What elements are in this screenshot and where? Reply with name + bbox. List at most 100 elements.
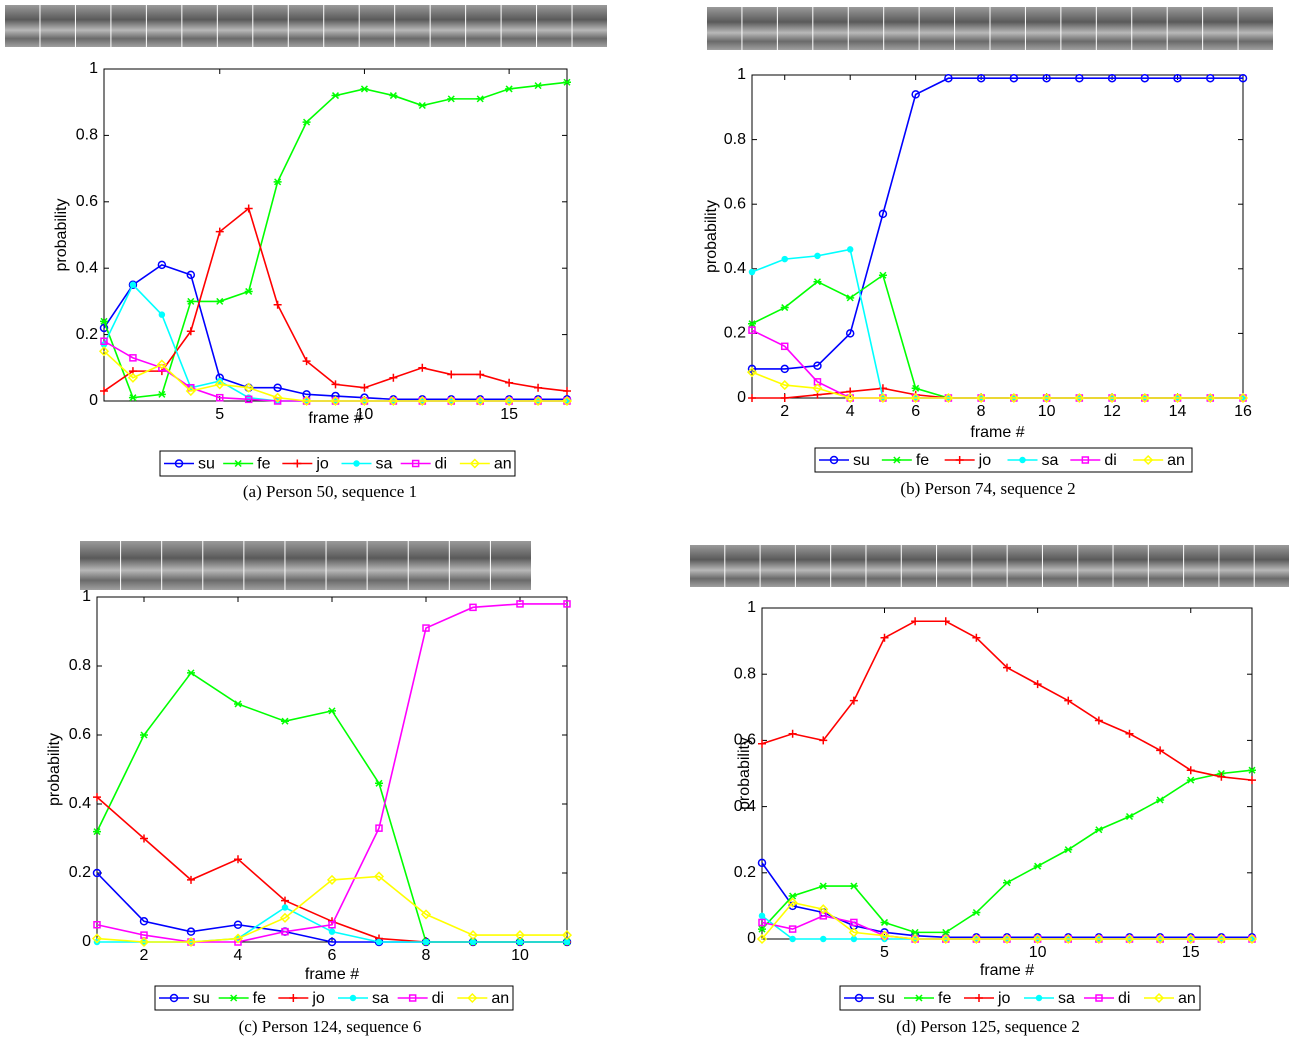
y-tick-label: 1	[737, 66, 746, 83]
marker	[880, 633, 889, 642]
marker	[972, 633, 981, 642]
marker	[140, 731, 148, 739]
marker	[780, 364, 789, 374]
face-image	[253, 5, 288, 47]
marker	[375, 824, 383, 832]
legend-label: jo	[978, 452, 992, 469]
x-tick-label: 15	[500, 406, 518, 423]
marker	[849, 696, 858, 705]
marker	[98, 346, 110, 357]
marker	[758, 739, 766, 748]
marker	[447, 95, 456, 103]
legend-label: fe	[938, 990, 951, 1007]
marker	[1124, 933, 1135, 945]
marker	[848, 927, 859, 938]
face-image	[1042, 545, 1078, 587]
marker	[100, 387, 108, 396]
marker	[467, 930, 479, 941]
x-tick-label: 4	[234, 947, 243, 964]
legend-label: fe	[253, 990, 266, 1007]
marker	[447, 370, 456, 379]
marker	[411, 459, 420, 468]
marker	[563, 938, 571, 946]
face-image	[408, 541, 449, 590]
marker	[1238, 73, 1248, 83]
marker	[91, 933, 103, 944]
marker	[1095, 994, 1103, 1002]
marker	[1237, 392, 1249, 404]
face-image	[80, 541, 121, 590]
legend-label: di	[435, 456, 447, 473]
y-tick-label: 0	[737, 389, 746, 406]
face-image	[777, 7, 813, 50]
marker	[186, 270, 196, 280]
marker	[1042, 73, 1051, 83]
legend-label: fe	[916, 452, 929, 469]
face-image	[725, 545, 760, 587]
marker	[215, 297, 224, 305]
face-image	[324, 5, 359, 47]
legend-label: an	[1178, 990, 1196, 1007]
marker	[1172, 392, 1183, 404]
marker	[941, 928, 950, 936]
marker	[158, 311, 166, 318]
marker	[879, 930, 890, 941]
y-tick-label: 0.6	[734, 732, 756, 749]
marker	[1003, 879, 1011, 887]
marker	[467, 992, 478, 1004]
marker	[941, 617, 950, 626]
marker	[820, 935, 827, 943]
y-tick-label: 0.2	[734, 864, 756, 881]
marker	[1107, 392, 1118, 404]
y-tick-label: 0.8	[734, 665, 756, 682]
x-tick-label: 8	[977, 403, 986, 420]
marker	[418, 101, 427, 110]
face-image	[1184, 545, 1219, 587]
face-image	[1238, 7, 1273, 50]
x-tick-label: 10	[1038, 403, 1056, 420]
x-axis-label: frame #	[970, 424, 1024, 441]
marker	[910, 392, 921, 404]
face-image	[326, 541, 367, 590]
marker	[187, 669, 195, 677]
legend-box	[839, 985, 1201, 1011]
marker	[1173, 73, 1182, 83]
marker	[1019, 456, 1026, 464]
marker	[1156, 796, 1165, 804]
marker	[880, 918, 889, 926]
marker	[185, 936, 197, 948]
marker	[302, 357, 311, 366]
legend-label: sa	[1058, 990, 1075, 1007]
marker	[748, 394, 756, 402]
marker	[915, 994, 923, 1002]
y-tick-label: 0	[89, 392, 98, 409]
marker	[476, 95, 485, 103]
marker	[100, 337, 108, 345]
face-image	[919, 7, 955, 50]
marker	[911, 384, 920, 392]
marker	[563, 600, 571, 608]
marker	[845, 392, 856, 404]
marker	[814, 252, 821, 260]
marker	[780, 394, 789, 402]
marker	[215, 227, 224, 236]
x-tick-label: 15	[1182, 944, 1200, 961]
series-line	[752, 77, 1243, 370]
x-axis-label: frame #	[305, 966, 359, 983]
y-tick-label: 0.2	[724, 325, 746, 342]
marker	[779, 380, 790, 391]
marker	[781, 255, 788, 263]
marker	[1185, 933, 1196, 945]
marker	[187, 875, 195, 884]
marker	[1125, 729, 1134, 738]
marker	[360, 85, 369, 93]
marker	[1064, 696, 1073, 705]
face-image	[690, 545, 725, 587]
marker	[854, 993, 864, 1003]
marker	[273, 178, 282, 186]
marker	[1143, 454, 1154, 466]
marker	[156, 359, 167, 370]
face-image	[203, 541, 244, 590]
marker	[233, 920, 243, 929]
